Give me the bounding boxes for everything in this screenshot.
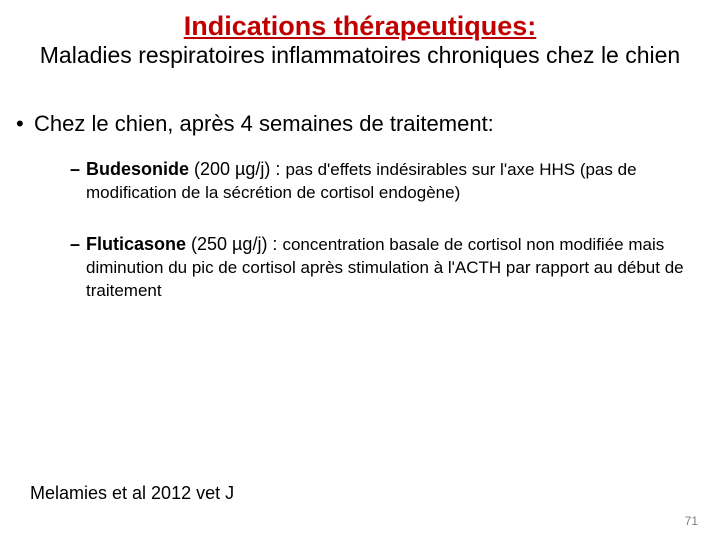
dash-icon: – — [70, 157, 86, 181]
slide-title: Indications thérapeutiques: — [30, 10, 690, 42]
drug-dose-0: (200 µg/j) : — [189, 159, 285, 179]
dash-icon: – — [70, 232, 86, 256]
reference-citation: Melamies et al 2012 vet J — [30, 483, 234, 504]
slide: Indications thérapeutiques: Maladies res… — [0, 0, 720, 540]
bullet-drug-1: –Fluticasone (250 µg/j) : concentration … — [86, 232, 690, 303]
bullet-intro-text: Chez le chien, après 4 semaines de trait… — [34, 111, 494, 136]
bullet-intro: •Chez le chien, après 4 semaines de trai… — [34, 110, 690, 139]
drug-name-0: Budesonide — [86, 159, 189, 179]
bullet-dot-icon: • — [16, 110, 34, 139]
page-number: 71 — [685, 514, 698, 528]
drug-dose-1: (250 µg/j) : — [186, 234, 282, 254]
slide-subtitle: Maladies respiratoires inflammatoires ch… — [30, 42, 690, 70]
drug-name-1: Fluticasone — [86, 234, 186, 254]
bullet-drug-0: –Budesonide (200 µg/j) : pas d'effets in… — [86, 157, 690, 205]
